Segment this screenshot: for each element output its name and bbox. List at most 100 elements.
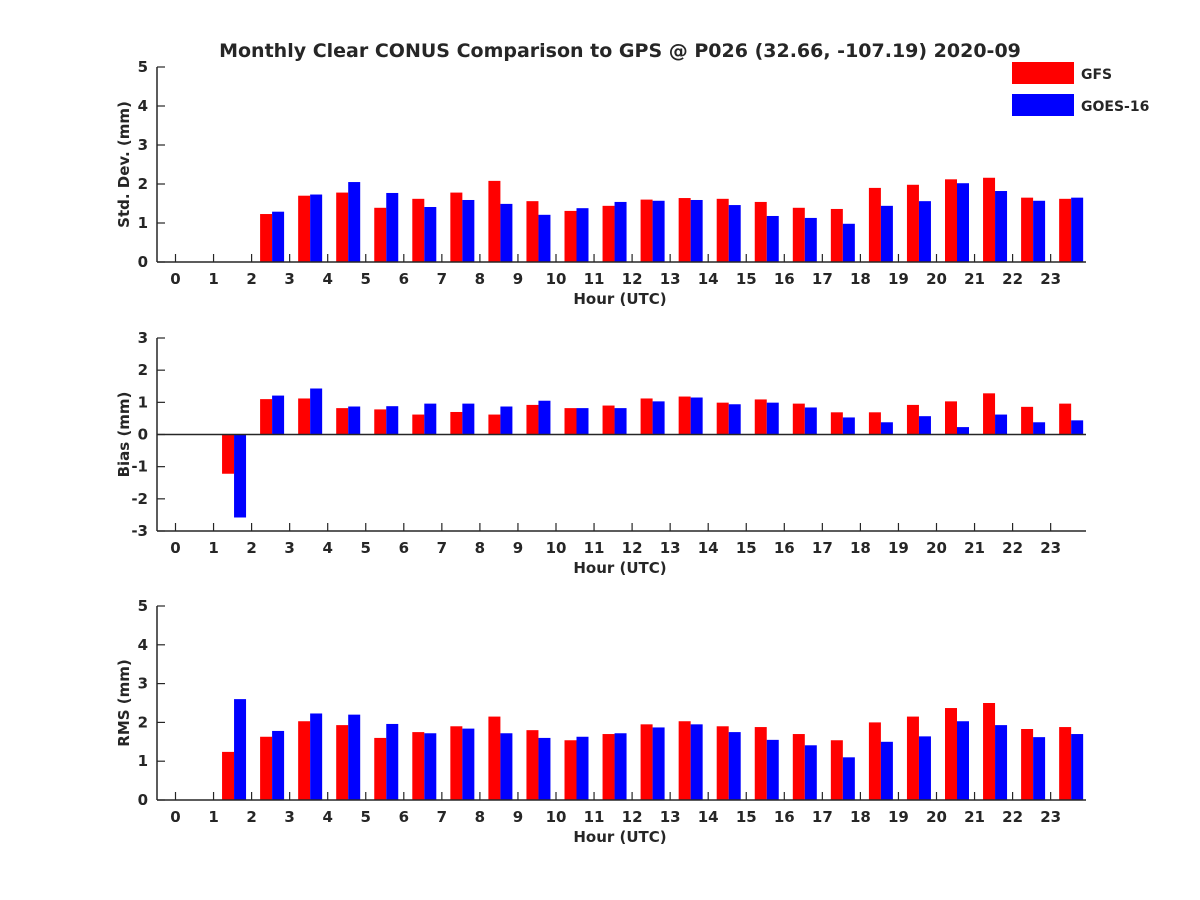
x-tick-label: 15 [736,270,757,288]
bar-goes-16-hour-22 [1033,200,1046,262]
bar-gfs-hour-22 [1021,197,1034,262]
bar-gfs-hour-3 [298,721,311,800]
bar-gfs-hour-1 [222,751,235,800]
x-tick-label: 5 [361,539,371,557]
y-tick-label: 5 [138,597,148,615]
x-tick-label: 13 [660,808,681,826]
x-tick-label: 3 [284,270,294,288]
bar-goes-16-hour-21 [995,414,1008,435]
x-tick-label: 6 [399,270,409,288]
x-tick-label: 1 [208,808,218,826]
bar-gfs-hour-4 [336,408,349,435]
bar-gfs-hour-10 [564,408,577,435]
bar-gfs-hour-2 [260,736,273,800]
bar-gfs-hour-20 [945,708,957,800]
bar-gfs-hour-15 [754,201,767,262]
bar-goes-16-hour-8 [500,203,513,262]
bar-gfs-hour-16 [792,734,805,800]
bar-goes-16-hour-22 [1033,422,1046,435]
bar-goes-16-hour-3 [310,194,323,262]
x-tick-label: 23 [1040,808,1061,826]
bar-gfs-hour-8 [488,414,501,435]
bar-gfs-hour-13 [678,198,691,262]
x-tick-label: 8 [475,808,485,826]
bar-gfs-hour-12 [640,398,653,435]
x-tick-label: 10 [546,270,567,288]
x-tick-label: 0 [170,270,180,288]
bar-goes-16-hour-17 [842,417,855,435]
bar-goes-16-hour-21 [995,725,1008,800]
x-tick-label: 14 [698,270,719,288]
bar-goes-16-hour-11 [614,408,627,435]
bar-goes-16-hour-7 [462,199,475,262]
x-tick-label: 0 [170,539,180,557]
x-tick-label: 23 [1040,539,1061,557]
y-tick-label: -1 [131,458,148,476]
x-tick-label: 20 [926,539,947,557]
x-axis-label: Hour (UTC) [573,559,666,577]
bar-gfs-hour-23 [1059,198,1072,262]
bar-gfs-hour-5 [374,207,387,262]
x-axis-label: Hour (UTC) [573,290,666,308]
bar-goes-16-hour-9 [538,214,551,262]
x-tick-label: 14 [698,539,719,557]
bar-goes-16-hour-12 [652,200,665,262]
x-tick-label: 8 [475,539,485,557]
bar-goes-16-hour-20 [957,183,969,262]
bar-gfs-hour-13 [678,396,691,435]
bar-goes-16-hour-6 [424,207,437,262]
bar-goes-16-hour-23 [1071,734,1084,800]
bar-gfs-hour-5 [374,409,387,435]
bar-goes-16-hour-14 [728,205,741,262]
y-tick-label: -2 [131,490,148,508]
x-tick-label: 21 [964,270,985,288]
x-tick-label: 17 [812,539,833,557]
x-tick-label: 21 [964,539,985,557]
x-tick-label: 12 [622,270,643,288]
bar-gfs-hour-17 [830,208,843,262]
bar-gfs-hour-1 [222,434,235,474]
bar-goes-16-hour-20 [957,427,969,435]
bar-goes-16-hour-13 [690,199,703,262]
bar-gfs-hour-2 [260,399,273,435]
bar-goes-16-hour-16 [804,407,817,435]
bar-gfs-hour-18 [868,187,881,262]
x-tick-label: 10 [546,808,567,826]
y-tick-label: 3 [138,329,148,347]
bar-gfs-hour-17 [830,412,843,435]
bar-gfs-hour-19 [906,404,919,435]
bar-gfs-hour-17 [830,740,843,800]
x-tick-label: 3 [284,808,294,826]
bar-goes-16-hour-10 [576,408,589,435]
bar-gfs-hour-22 [1021,729,1034,800]
x-tick-label: 18 [850,808,871,826]
bar-goes-16-hour-3 [310,713,323,800]
x-tick-label: 12 [622,808,643,826]
x-tick-label: 22 [1002,808,1023,826]
x-tick-label: 12 [622,539,643,557]
x-tick-label: 8 [475,270,485,288]
bar-gfs-hour-14 [716,402,729,435]
legend-swatch-gfs [1012,62,1074,84]
bar-gfs-hour-18 [868,412,881,435]
y-tick-label: 5 [138,58,148,76]
x-tick-label: 20 [926,808,947,826]
bar-goes-16-hour-12 [652,401,665,435]
x-tick-label: 11 [584,270,605,288]
bar-goes-16-hour-18 [880,741,893,800]
x-tick-label: 17 [812,270,833,288]
bar-goes-16-hour-5 [386,406,399,435]
bar-goes-16-hour-17 [842,757,855,800]
bar-gfs-hour-19 [906,184,919,262]
x-tick-label: 19 [888,808,909,826]
bar-goes-16-hour-14 [728,404,741,435]
bar-gfs-hour-15 [754,727,767,800]
x-tick-label: 23 [1040,270,1061,288]
bar-goes-16-hour-7 [462,403,475,435]
bar-gfs-hour-11 [602,405,615,435]
bar-gfs-hour-22 [1021,406,1034,435]
x-tick-label: 18 [850,539,871,557]
